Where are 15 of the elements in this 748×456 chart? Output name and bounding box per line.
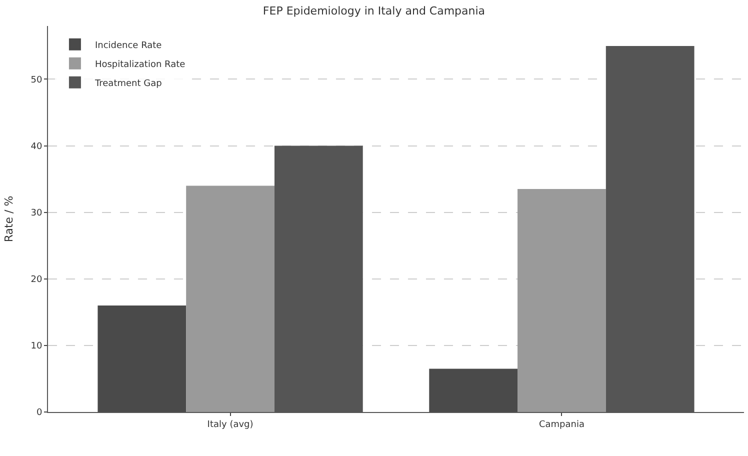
x-tick-label: Italy (avg) <box>207 420 254 430</box>
bar <box>186 186 274 412</box>
legend-label: Hospitalization Rate <box>94 60 186 70</box>
y-tick-label: 10 <box>30 342 42 352</box>
x-tick-label: Campania <box>538 420 584 430</box>
y-tick-label: 20 <box>30 275 42 286</box>
y-tick-label: 40 <box>30 142 42 152</box>
y-tick-label: 0 <box>36 408 42 418</box>
y-tick-label: 30 <box>30 208 42 218</box>
legend-label: Treatment Gap <box>94 78 162 89</box>
bar <box>518 189 606 412</box>
y-tick-label: 50 <box>30 75 42 86</box>
y-axis-title: Rate / % <box>2 196 16 242</box>
legend-label: Incidence Rate <box>94 40 162 51</box>
chart-title: FEP Epidemiology in Italy and Campania <box>262 4 486 18</box>
